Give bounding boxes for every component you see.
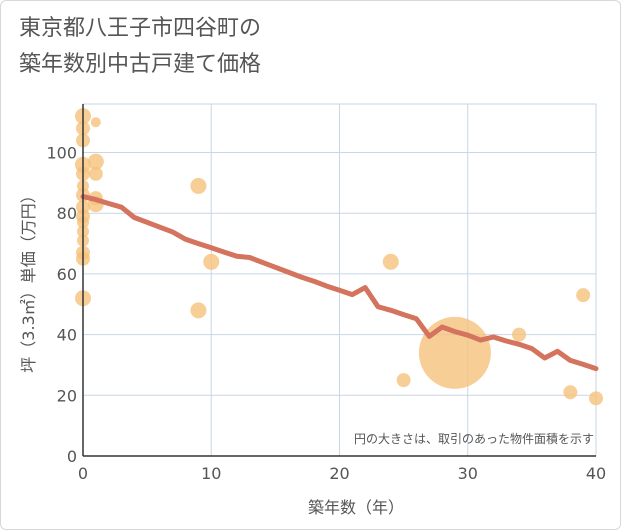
y-tick-label: 20 — [57, 386, 77, 405]
y-axis-label: 坪（3.3㎡）単価（万円） — [19, 187, 38, 372]
data-point — [382, 253, 399, 270]
y-tick-label: 40 — [57, 326, 77, 345]
data-point — [512, 327, 527, 342]
data-point — [190, 177, 207, 194]
data-point — [90, 117, 101, 128]
y-tick-label: 100 — [46, 144, 77, 163]
chart-title-line-2: 築年数別中古戸建て価格 — [19, 52, 262, 77]
size-annotation: 円の大きさは、取引のあった物件面積を示す — [354, 431, 594, 446]
y-tick-label: 0 — [67, 447, 77, 466]
x-tick-label: 0 — [78, 464, 88, 483]
data-point — [563, 385, 578, 400]
trend-line-group — [80, 194, 599, 372]
chart-title: 東京都八王子市四谷町の 築年数別中古戸建て価格 — [19, 11, 261, 83]
y-tick-label: 60 — [57, 265, 77, 284]
data-point — [87, 153, 104, 170]
y-tick-label: 80 — [57, 204, 77, 223]
x-axis-label: 築年数（年） — [308, 498, 404, 517]
x-tick-label: 30 — [458, 464, 478, 483]
x-tick-label: 40 — [586, 464, 606, 483]
x-tick-label: 10 — [201, 464, 221, 483]
data-point — [418, 316, 491, 389]
data-point — [396, 373, 411, 388]
chart-title-line-1: 東京都八王子市四谷町の — [19, 16, 262, 41]
data-point — [576, 288, 591, 303]
axes: 0 10 20 30 40 0 20 40 60 80 100 — [46, 104, 606, 483]
data-point — [88, 166, 103, 181]
x-tick-label: 20 — [329, 464, 349, 483]
data-point — [203, 253, 220, 270]
data-point — [589, 391, 603, 406]
data-point — [190, 302, 207, 319]
trend-line — [80, 194, 599, 372]
grid — [82, 103, 597, 457]
